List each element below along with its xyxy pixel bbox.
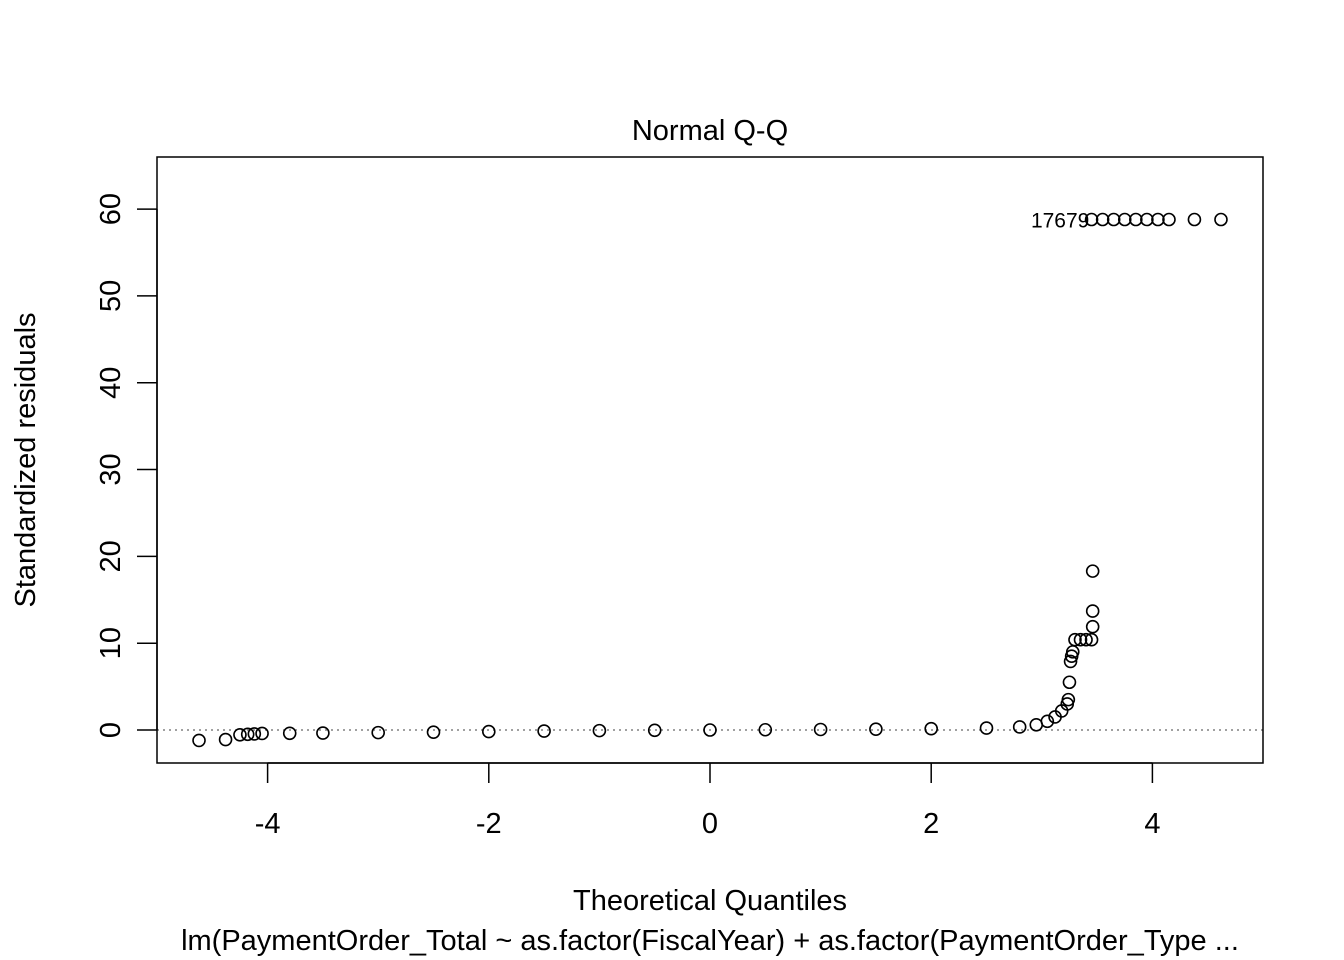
y-tick-label: 60 — [95, 193, 127, 225]
data-point — [1140, 212, 1154, 227]
y-tick-label: 50 — [95, 280, 127, 312]
y-tick-label: 30 — [95, 453, 127, 485]
data-point — [1214, 212, 1228, 227]
data-point — [1106, 212, 1121, 227]
points-layer — [192, 212, 1228, 748]
data-point — [1085, 619, 1100, 634]
data-point — [1084, 632, 1099, 647]
data-point — [233, 727, 247, 742]
point-annotation: 17679 — [1031, 210, 1089, 233]
data-point — [1162, 212, 1176, 227]
data-point — [813, 722, 828, 737]
y-tick-label: 0 — [95, 722, 127, 738]
x-tick-label: -2 — [476, 808, 502, 840]
data-point — [218, 732, 233, 747]
data-point — [1040, 714, 1055, 729]
data-point — [426, 725, 441, 739]
data-point — [979, 721, 994, 735]
data-point — [924, 721, 939, 736]
data-point — [1151, 212, 1165, 227]
data-point — [703, 723, 717, 737]
x-tick-label: -4 — [255, 808, 281, 840]
data-point — [192, 733, 206, 748]
data-point — [371, 725, 386, 740]
x-axis: -4 -2 0 2 4 — [255, 762, 1160, 840]
data-point — [758, 722, 773, 737]
data-point — [1062, 675, 1077, 690]
data-point — [481, 724, 496, 739]
data-point — [1085, 564, 1100, 578]
data-point — [537, 724, 551, 738]
x-tick-label: 0 — [702, 808, 718, 840]
x-tick-label: 4 — [1144, 808, 1160, 840]
data-point — [255, 726, 269, 741]
plot-frame — [156, 156, 1264, 764]
model-formula-subtitle: lm(PaymentOrder_Total ~ as.factor(Fiscal… — [181, 925, 1239, 957]
data-point — [1073, 632, 1088, 647]
data-point — [240, 727, 255, 742]
data-point — [1029, 717, 1044, 732]
data-point — [1079, 632, 1093, 647]
data-point — [282, 726, 297, 741]
data-point — [1068, 632, 1082, 647]
y-axis-label: Standardized residuals — [10, 312, 42, 607]
y-axis: 0 10 20 30 40 50 60 — [95, 193, 158, 738]
y-tick-label: 40 — [95, 367, 127, 399]
data-point — [316, 726, 330, 740]
data-point — [247, 727, 262, 741]
data-point — [1063, 654, 1078, 669]
x-axis-label: Theoretical Quantiles — [573, 885, 847, 917]
data-point — [592, 723, 607, 738]
y-tick-label: 20 — [95, 540, 127, 572]
x-tick-label: 2 — [923, 808, 939, 840]
y-tick-label: 10 — [95, 627, 127, 659]
data-point — [1012, 720, 1027, 734]
data-point — [1061, 692, 1076, 707]
data-point — [1084, 212, 1099, 227]
data-point — [647, 723, 662, 738]
data-point — [1085, 604, 1100, 618]
data-point — [1187, 212, 1202, 227]
data-point — [1117, 212, 1132, 227]
data-point — [1095, 212, 1110, 227]
data-point — [869, 722, 883, 736]
chart-title: Normal Q-Q — [632, 115, 788, 147]
data-point — [1129, 212, 1143, 227]
